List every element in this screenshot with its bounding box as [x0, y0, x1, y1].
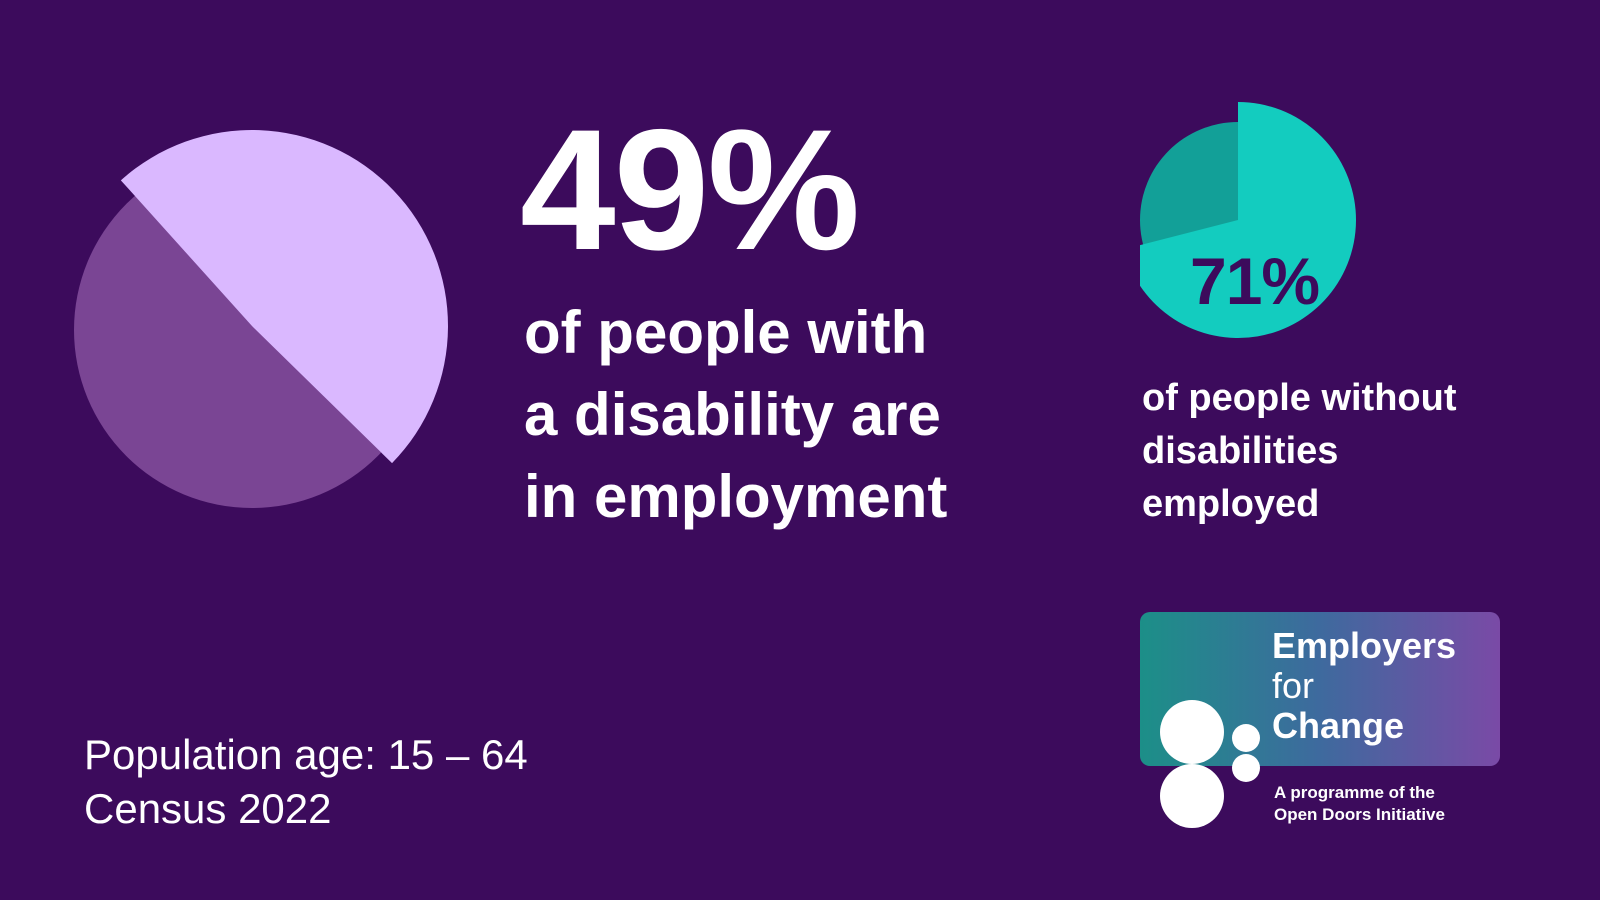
- pie-slice-employed: [1140, 102, 1356, 338]
- logo-title: Employers for Change: [1272, 626, 1456, 746]
- comparison-line: of people without: [1142, 377, 1457, 419]
- headline-line: a disability are: [524, 381, 941, 448]
- headline-line: in employment: [524, 463, 948, 530]
- logo-dot-large: [1160, 700, 1224, 764]
- footnote-line: Census 2022: [84, 785, 332, 832]
- comparison-line: employed: [1142, 483, 1320, 525]
- logo-title-line: Change: [1272, 705, 1405, 746]
- logo-subtitle-line: Open Doors Initiative: [1274, 805, 1445, 824]
- logo-dot-large: [1160, 764, 1224, 828]
- comparison-text: of people without disabilities employed: [1142, 372, 1562, 531]
- logo-dot-small: [1232, 724, 1260, 752]
- logo-dot-small: [1232, 754, 1260, 782]
- logo-subtitle: A programme of the Open Doors Initiative: [1274, 782, 1445, 826]
- footnote-line: Population age: 15 – 64: [84, 731, 528, 778]
- non-disability-employment-pie: [1140, 102, 1356, 338]
- pie-slice-employed: [120, 130, 448, 464]
- comparison-line: disabilities: [1142, 430, 1339, 472]
- disability-employment-pie: [74, 130, 448, 508]
- logo-title-line: Employers: [1272, 625, 1457, 666]
- headline-text: of people with a disability are in emplo…: [524, 292, 1084, 538]
- employers-for-change-logo: Employers for Change A programme of the …: [1140, 612, 1502, 838]
- logo-title-line: for: [1272, 665, 1315, 706]
- logo-subtitle-line: A programme of the: [1274, 783, 1435, 802]
- comparison-percent: 71%: [1190, 244, 1320, 318]
- headline-percent: 49%: [520, 94, 860, 286]
- source-footnote: Population age: 15 – 64 Census 2022: [84, 728, 528, 836]
- headline-line: of people with: [524, 299, 928, 366]
